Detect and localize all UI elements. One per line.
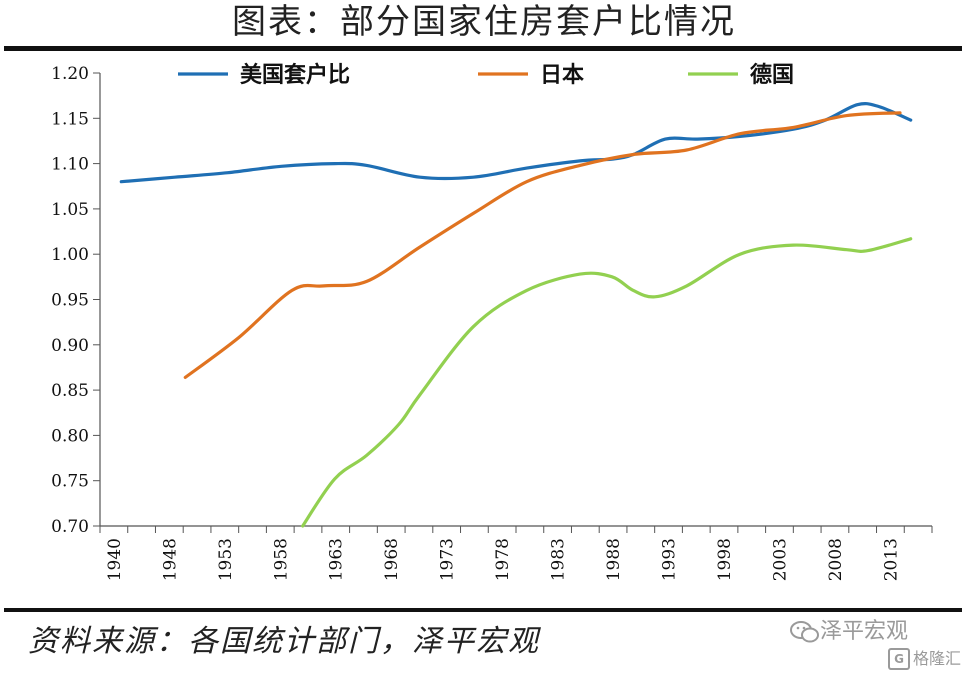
x-tick-label: 1953 <box>216 538 236 581</box>
legend-label-2: 德国 <box>750 62 794 88</box>
series-line-0 <box>119 102 913 184</box>
y-tick-label: 0.80 <box>51 426 89 446</box>
y-tick-label: 0.70 <box>51 517 89 537</box>
series-line-2 <box>301 237 913 528</box>
chart-axes: 0.70 0.75 0.80 0.85 0.90 0.95 1.00 1.05 1.10 1.15… <box>51 64 933 581</box>
watermark-brand: 泽平宏观 <box>820 619 909 644</box>
page-title: 图表：部分国家住房套户比情况 <box>232 2 736 42</box>
y-tick-label: 1.05 <box>51 200 89 220</box>
x-tick-label: 1958 <box>271 538 291 581</box>
watermark-site: 格隆汇 <box>913 649 962 668</box>
y-tick-label: 1.20 <box>51 64 89 84</box>
y-tick-label: 0.90 <box>51 336 89 356</box>
source-note: 资料来源：各国统计部门，泽平宏观 <box>28 624 540 659</box>
y-tick-label: 1.00 <box>51 245 89 265</box>
y-tick-label: 0.75 <box>51 472 89 492</box>
line-chart: 0.70 0.75 0.80 0.85 0.90 0.95 1.00 1.05 1.10 1.15… <box>51 62 933 581</box>
x-tick-label: 1940 <box>105 538 125 581</box>
x-tick-label: 1998 <box>715 538 735 581</box>
x-tick-label: 2008 <box>826 538 846 581</box>
y-tick-label: 1.10 <box>51 155 89 175</box>
x-tick-label: 1988 <box>604 538 624 581</box>
watermark: 泽平宏观 G 格隆汇 <box>790 618 965 672</box>
y-tick-label: 1.15 <box>51 109 89 129</box>
series-line-1 <box>183 111 902 379</box>
x-tick-label: 1978 <box>493 538 513 581</box>
x-tick-label: 1993 <box>660 538 680 581</box>
legend-label-1: 日本 <box>540 63 584 88</box>
legend-label-0: 美国套户比 <box>240 62 350 88</box>
x-tick-label: 1963 <box>327 538 347 581</box>
bottom-divider <box>4 608 962 612</box>
y-tick-label: 0.95 <box>51 291 89 311</box>
chart-lines <box>119 102 913 528</box>
x-tick-label: 1948 <box>160 538 180 581</box>
x-tick-label: 1973 <box>438 538 458 581</box>
wechat-icon <box>790 621 819 643</box>
x-tick-label: 2013 <box>881 538 901 581</box>
x-tick-label: 1983 <box>549 538 569 581</box>
watermark-line2: G 格隆汇 <box>888 648 961 670</box>
top-divider <box>4 46 962 51</box>
chart-legend: 美国套户比 日本 德国 <box>178 62 794 88</box>
watermark-line1: 泽平宏观 <box>790 618 908 646</box>
x-tick-label: 1968 <box>382 538 402 581</box>
y-tick-label: 0.85 <box>51 381 89 401</box>
x-tick-label: 2003 <box>770 538 790 581</box>
gelonghui-logo-icon: G <box>888 648 910 670</box>
